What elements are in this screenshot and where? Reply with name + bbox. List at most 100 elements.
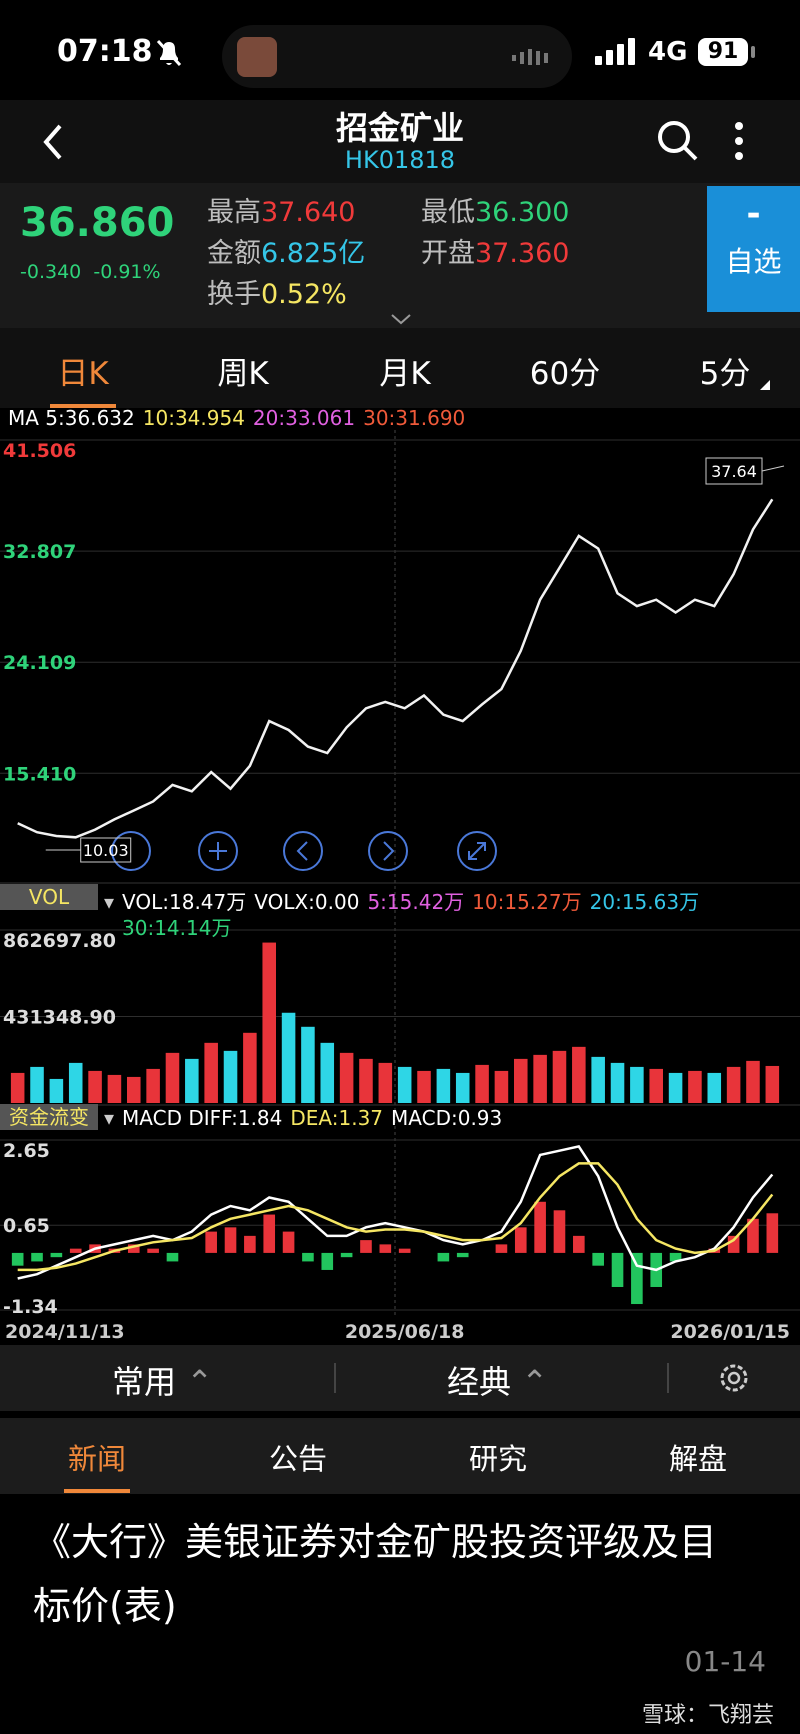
battery-tip <box>751 46 755 58</box>
macd-bar <box>263 1214 276 1253</box>
volume-bar <box>378 1062 393 1103</box>
volume-bar <box>30 1066 44 1103</box>
y-tick-label: 0.65 <box>3 1215 50 1237</box>
y-tick-label: 15.410 <box>3 763 76 785</box>
kline-chart: 41.506 32.807 24.109 15.410 37.64 10.03 431348… <box>0 430 800 1343</box>
x-tick-label: 2025/06/18 <box>345 1321 465 1343</box>
y-tick-label: 41.506 <box>3 440 76 462</box>
change-abs: -0.340 <box>20 261 82 283</box>
nav-button[interactable] <box>283 831 323 871</box>
battery: 91 <box>698 38 748 66</box>
last-price: 36.860 <box>20 200 175 246</box>
period-tab[interactable]: 周K <box>217 356 269 392</box>
macd-bar <box>321 1252 334 1270</box>
stat-label: 金额 <box>207 238 261 269</box>
volume-bar <box>301 1026 315 1103</box>
legend-item: 10:15.27万 <box>472 890 582 914</box>
nav-button[interactable] <box>457 831 497 871</box>
stat: 换手0.52% <box>207 272 347 311</box>
quote-panel: 36.860 -0.340 -0.91% 最高37.640 金额6.825亿 换… <box>0 183 800 328</box>
macd-bar <box>127 1244 140 1253</box>
nav-button[interactable] <box>368 831 408 871</box>
news-tab[interactable]: 新闻 <box>67 1442 126 1476</box>
series-line <box>17 1144 774 1280</box>
macd-bar <box>224 1227 237 1253</box>
stat: 开盘37.360 <box>421 231 569 270</box>
macd-bar <box>398 1248 411 1253</box>
volume-bar <box>688 1070 702 1103</box>
watch-label: 自选 <box>725 245 782 278</box>
caret: ⌃ <box>521 1363 548 1401</box>
x-tick-label: 2024/11/13 <box>5 1321 125 1343</box>
news-tab[interactable]: 解盘 <box>668 1442 727 1476</box>
toolbar-label: 经典 <box>447 1363 512 1401</box>
expand-chevron[interactable] <box>390 313 412 325</box>
macd-bar <box>514 1227 527 1253</box>
divider <box>334 1363 336 1393</box>
news-tab[interactable]: 研究 <box>468 1442 527 1476</box>
volume-bar <box>68 1062 83 1103</box>
stat-label: 最低 <box>421 197 475 228</box>
volume-bar <box>146 1068 160 1103</box>
macd-indicator[interactable]: 资金流变 <box>0 1104 98 1130</box>
toolbar-button[interactable]: 经典 ⌃ <box>447 1357 548 1403</box>
volume-bar <box>397 1066 412 1103</box>
legend-item: 20:15.63万 <box>589 890 700 914</box>
series-line <box>17 1162 774 1272</box>
dropdown-arrow: ▾ <box>104 1106 115 1130</box>
watchlist-button[interactable]: - 自选 <box>707 186 800 312</box>
macd-bar <box>50 1252 63 1258</box>
stock-name: 招金矿业 <box>335 109 464 147</box>
legend-item: 10:34.954 <box>142 406 245 430</box>
stat-label: 换手 <box>207 279 261 310</box>
settings-button[interactable] <box>716 1360 752 1396</box>
legend-item: 5:15.42万 <box>367 890 465 914</box>
legend-item: MA 5:36.632 <box>8 406 135 430</box>
nav-button[interactable] <box>198 831 238 871</box>
volume-bar <box>339 1052 354 1103</box>
zoom-in-icon <box>209 842 227 860</box>
period-tab[interactable]: 日K <box>57 356 109 392</box>
network-type: 4G <box>648 37 688 67</box>
more-button[interactable] <box>732 120 746 164</box>
back-button[interactable] <box>38 122 68 162</box>
news-tab[interactable]: 公告 <box>268 1442 327 1476</box>
change-pct: -0.91% <box>93 261 161 283</box>
period-tab[interactable]: 月K <box>379 356 431 392</box>
legend-item: 20:33.061 <box>252 406 356 430</box>
stat-value: 36.300 <box>475 197 570 228</box>
news-headline[interactable]: 《大行》美银证券对金矿股投资评级及目标价(表) <box>33 1520 718 1628</box>
toolbar-button[interactable]: 常用 ⌃ <box>112 1357 213 1403</box>
volume-bar <box>765 1065 780 1103</box>
min-label-box <box>80 837 132 863</box>
volume-bar <box>475 1064 489 1103</box>
vol-indicator[interactable]: VOL <box>0 884 98 910</box>
volume-bar <box>591 1056 605 1103</box>
macd-bar <box>69 1248 82 1253</box>
macd-bar <box>534 1201 546 1253</box>
period-tabs: 日K 周K 月K 60分 5分 <box>0 328 800 408</box>
macd-legend: ▾ MACD DIFF:1.84 DEA:1.37 MACD:0.93 <box>104 1106 510 1130</box>
period-tab[interactable]: 5分 <box>699 356 751 392</box>
volume-bar <box>494 1070 509 1103</box>
macd-bar <box>379 1244 392 1253</box>
volume-bar <box>320 1042 335 1103</box>
search-button[interactable] <box>655 118 701 164</box>
stat-value: 37.640 <box>261 197 356 228</box>
y-tick-label: 431348.90 <box>3 1007 116 1029</box>
divider <box>667 1363 669 1393</box>
stat-value: 37.360 <box>475 238 570 269</box>
volume-bar <box>610 1062 625 1103</box>
dropdown-arrow: ▾ <box>104 890 115 914</box>
volume-bar <box>49 1078 64 1103</box>
period-tab[interactable]: 60分 <box>529 356 601 392</box>
tab-underline <box>50 404 116 408</box>
nav-button[interactable] <box>111 831 151 871</box>
macd-bar <box>456 1252 469 1258</box>
volume-bar <box>552 1050 567 1103</box>
volume-bar <box>707 1072 722 1103</box>
volume-bar <box>533 1054 547 1103</box>
chart-nav <box>111 831 497 871</box>
